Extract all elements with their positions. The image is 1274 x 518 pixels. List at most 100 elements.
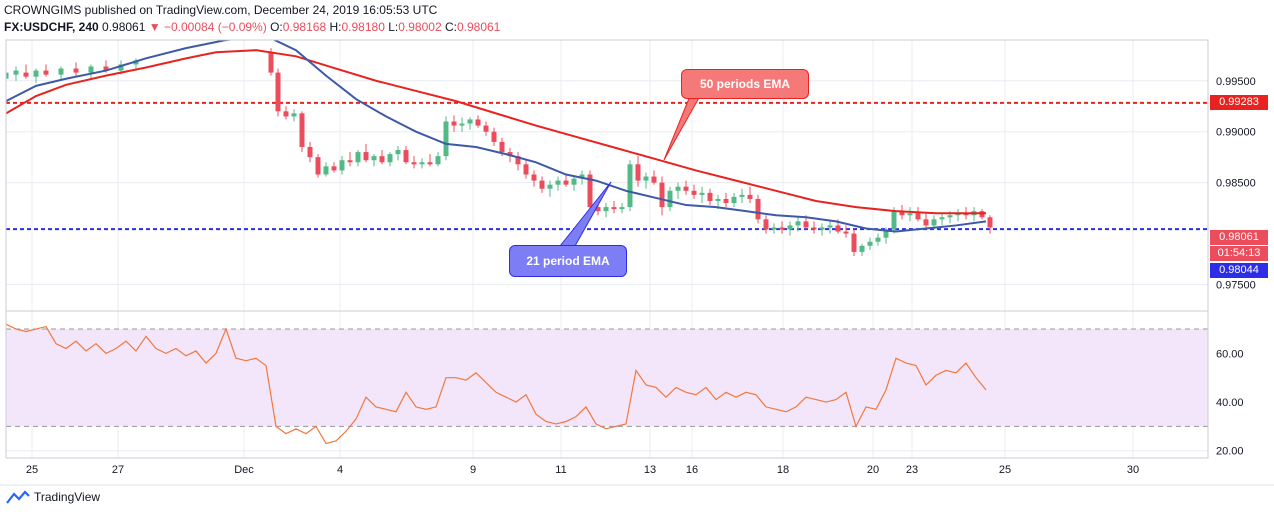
x-tick-label: 4 (337, 464, 343, 476)
candle-bullish (13, 70, 19, 75)
candle-bullish (699, 192, 705, 195)
candle-bearish (23, 72, 29, 77)
last-price: 0.98061 (102, 20, 146, 34)
candle-bullish (118, 64, 124, 71)
candle-bullish (571, 178, 577, 185)
candle-bullish (947, 215, 953, 218)
candle-bullish (931, 219, 937, 226)
x-tick-label: 25 (999, 464, 1011, 476)
candle-bearish (331, 166, 337, 171)
candle-bullish (891, 211, 897, 230)
candle-bullish (819, 227, 825, 230)
candle-bullish (435, 156, 441, 165)
candle-bullish (33, 70, 39, 77)
plot-frame (5, 39, 1209, 459)
ema21-pointer (558, 181, 612, 247)
tradingview-logo[interactable]: TradingView (6, 490, 100, 504)
candle-bearish (691, 190, 697, 195)
candle-bearish (363, 152, 369, 161)
candle-bearish (843, 231, 849, 234)
candle-bearish (635, 164, 641, 181)
candle-bearish (491, 131, 497, 142)
candle-bullish (58, 68, 64, 75)
rsi-line (5, 323, 987, 445)
symbol-info: FX:USDCHF, 240 0.98061 ▼ −0.00084 (−0.09… (4, 20, 500, 34)
candle-bearish (515, 156, 521, 165)
reference-lines (6, 101, 1208, 427)
candle-bullish (547, 184, 553, 189)
x-tick-label: 25 (26, 464, 38, 476)
rsi-tick-label: 40.00 (1216, 397, 1244, 409)
candle-bearish (563, 180, 569, 185)
candle-bearish (411, 162, 417, 165)
x-tick-label: 13 (644, 464, 656, 476)
x-tick-label: 30 (1127, 464, 1139, 476)
candle-bearish (979, 211, 985, 218)
candle-bullish (739, 194, 745, 197)
open-label: O: (270, 20, 283, 34)
candle-bearish (963, 213, 969, 216)
candle-bullish (875, 237, 881, 242)
candle-bearish (299, 113, 305, 147)
candle-bearish (835, 225, 841, 232)
x-tick-label: 16 (686, 464, 698, 476)
symbol-label[interactable]: FX:USDCHF, 240 (4, 20, 99, 34)
current-price-tag: 0.98061 (1210, 230, 1268, 245)
candle-bullish (88, 66, 94, 73)
candle-bullish (619, 207, 625, 210)
candle-bullish (419, 162, 425, 165)
candle-bearish (899, 211, 905, 216)
candles (6, 48, 993, 256)
candle-bearish (531, 174, 537, 181)
candle-bullish (467, 119, 473, 124)
countdown-tag: 01:54:13 (1210, 246, 1268, 261)
candle-bullish (675, 186, 681, 191)
close-value: 0.98061 (456, 20, 501, 34)
resistance-price-tag: 0.99283 (1210, 95, 1268, 110)
candle-bullish (731, 196, 737, 204)
x-tick-label: 11 (555, 464, 566, 476)
candle-bullish (339, 160, 345, 171)
candle-bearish (723, 198, 729, 204)
price-tick-label: 0.99000 (1216, 127, 1256, 139)
x-tick-label: 23 (906, 464, 918, 476)
x-tick-label: 27 (112, 464, 124, 476)
candle-bearish (283, 111, 289, 117)
candle-bearish (475, 119, 481, 126)
candle-bearish (523, 164, 529, 175)
candle-bullish (643, 176, 649, 181)
ema50-pointer (663, 95, 701, 161)
candle-bearish (747, 194, 753, 199)
candle-bearish (755, 198, 761, 220)
support-price-tag: 0.98044 (1210, 263, 1268, 278)
price-change: ▼ −0.00084 (−0.09%) (148, 20, 267, 34)
candle-bullish (787, 225, 793, 230)
candle-bearish (103, 66, 109, 71)
candle-bearish (587, 174, 593, 208)
candle-bearish (507, 152, 513, 157)
candle-bullish (355, 152, 361, 163)
close-label: C: (444, 20, 457, 34)
candle-bullish (627, 164, 633, 208)
ema-lines (6, 40, 987, 233)
candle-bearish (451, 121, 457, 126)
candle-bearish (651, 176, 657, 183)
high-label: H: (329, 20, 342, 34)
ema50-callout: 50 periods EMA (681, 69, 809, 99)
candle-bearish (811, 227, 817, 230)
candle-bearish (73, 68, 79, 73)
price-tick-label: 0.99500 (1216, 76, 1256, 88)
candle-bearish (347, 160, 353, 163)
publish-info: CROWNGIMS published on TradingView.com, … (4, 3, 437, 17)
candle-bullish (387, 154, 393, 163)
x-tick-label: Dec (234, 464, 254, 476)
axes (0, 39, 1274, 486)
candle-bearish (683, 186, 689, 191)
candle-bullish (291, 113, 297, 117)
candle-bullish (939, 217, 945, 220)
candle-bullish (867, 241, 873, 246)
tradingview-icon (6, 490, 30, 504)
candle-bearish (379, 156, 385, 163)
ema50-line (6, 49, 986, 215)
